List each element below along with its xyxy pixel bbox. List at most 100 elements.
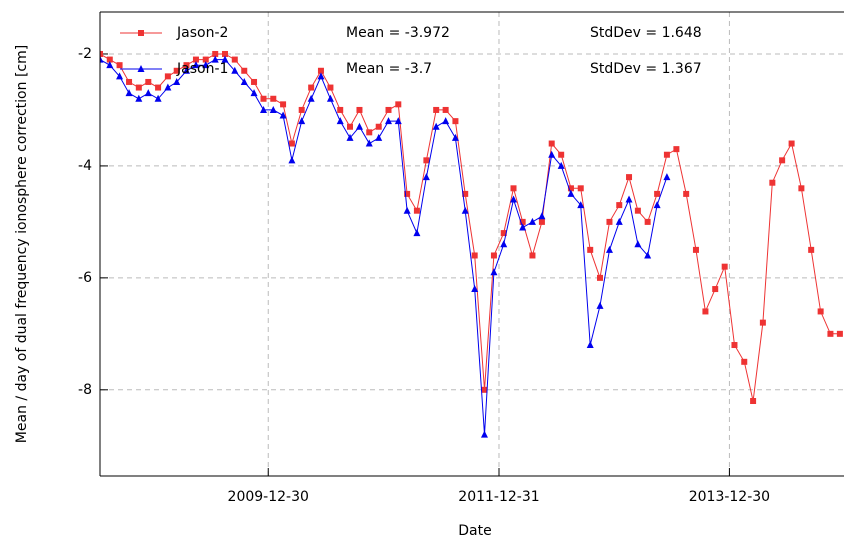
annotation: StdDev = 1.367 — [590, 61, 702, 77]
data-point — [355, 122, 363, 130]
data-point — [202, 56, 209, 63]
data-point — [221, 50, 228, 57]
data-point — [423, 157, 430, 164]
data-point — [221, 55, 229, 63]
data-point — [260, 105, 268, 113]
data-point — [270, 95, 277, 102]
data-point — [779, 157, 786, 164]
data-point — [663, 173, 671, 181]
data-point — [741, 358, 748, 365]
data-point — [106, 61, 114, 69]
data-point — [317, 72, 325, 80]
data-point — [490, 252, 497, 259]
data-point — [346, 133, 354, 141]
data-point — [481, 386, 488, 393]
data-point — [154, 94, 162, 102]
x-tick-label: 2009-12-30 — [228, 489, 309, 505]
x-tick-label: 2013-12-30 — [689, 489, 770, 505]
data-point — [750, 397, 757, 404]
data-point — [336, 117, 344, 125]
series-line — [100, 59, 668, 435]
data-point — [307, 94, 315, 102]
data-point — [692, 246, 699, 253]
data-point — [164, 83, 172, 91]
data-point — [138, 30, 144, 36]
data-point — [577, 201, 585, 209]
data-point — [644, 251, 652, 259]
data-point — [653, 201, 661, 209]
data-point — [288, 156, 296, 164]
data-point — [100, 50, 103, 57]
data-point — [298, 117, 306, 125]
data-point — [366, 129, 373, 136]
data-point — [192, 61, 200, 69]
data-point — [548, 140, 555, 147]
data-point — [558, 151, 565, 158]
data-point — [145, 78, 152, 85]
data-point — [769, 179, 776, 186]
data-point — [451, 133, 459, 141]
data-point — [827, 330, 834, 337]
annotation: Mean = -3.972 — [346, 25, 450, 41]
data-point — [365, 139, 373, 147]
data-point — [403, 206, 411, 214]
data-point — [173, 67, 180, 74]
data-point — [231, 56, 238, 63]
data-point — [625, 195, 633, 203]
data-point — [587, 246, 594, 253]
data-point — [519, 223, 527, 231]
data-point — [375, 133, 383, 141]
data-point — [616, 202, 623, 209]
data-point — [606, 218, 613, 225]
legend-label: Jason-1 — [176, 61, 228, 77]
data-point — [836, 330, 843, 337]
data-point — [155, 84, 162, 91]
data-point — [683, 190, 690, 197]
data-point — [279, 111, 287, 119]
data-point — [126, 78, 133, 85]
data-point — [567, 189, 575, 197]
data-point — [586, 341, 594, 349]
data-point — [413, 207, 420, 214]
data-point — [308, 84, 315, 91]
data-point — [538, 218, 545, 225]
y-tick-label: -6 — [78, 270, 92, 286]
data-point — [626, 174, 633, 181]
data-point — [251, 78, 258, 85]
data-point — [326, 94, 334, 102]
data-point — [817, 308, 824, 315]
data-point — [327, 84, 334, 91]
data-point — [433, 106, 440, 113]
data-point — [231, 66, 239, 74]
data-point — [634, 240, 642, 248]
plot-area — [100, 50, 843, 438]
data-point — [510, 195, 518, 203]
series-line — [100, 53, 840, 402]
data-point — [567, 185, 574, 192]
y-tick-label: -8 — [78, 382, 92, 398]
data-point — [269, 105, 277, 113]
data-point — [596, 301, 604, 309]
data-point — [528, 217, 536, 225]
data-point — [480, 430, 488, 438]
data-point — [452, 118, 459, 125]
y-tick-label: -2 — [78, 46, 92, 62]
x-axis-label: Date — [458, 523, 491, 539]
data-point — [375, 123, 382, 130]
data-point — [280, 101, 287, 108]
data-point — [183, 62, 190, 69]
data-point — [135, 84, 142, 91]
data-point — [288, 140, 295, 147]
data-point — [250, 89, 258, 97]
data-point — [529, 252, 536, 259]
data-point — [212, 50, 219, 57]
data-point — [798, 185, 805, 192]
data-point — [432, 122, 440, 130]
annotation: Mean = -3.7 — [346, 61, 432, 77]
data-point — [298, 106, 305, 113]
data-point — [404, 190, 411, 197]
data-point — [211, 55, 219, 63]
data-point — [442, 106, 449, 113]
